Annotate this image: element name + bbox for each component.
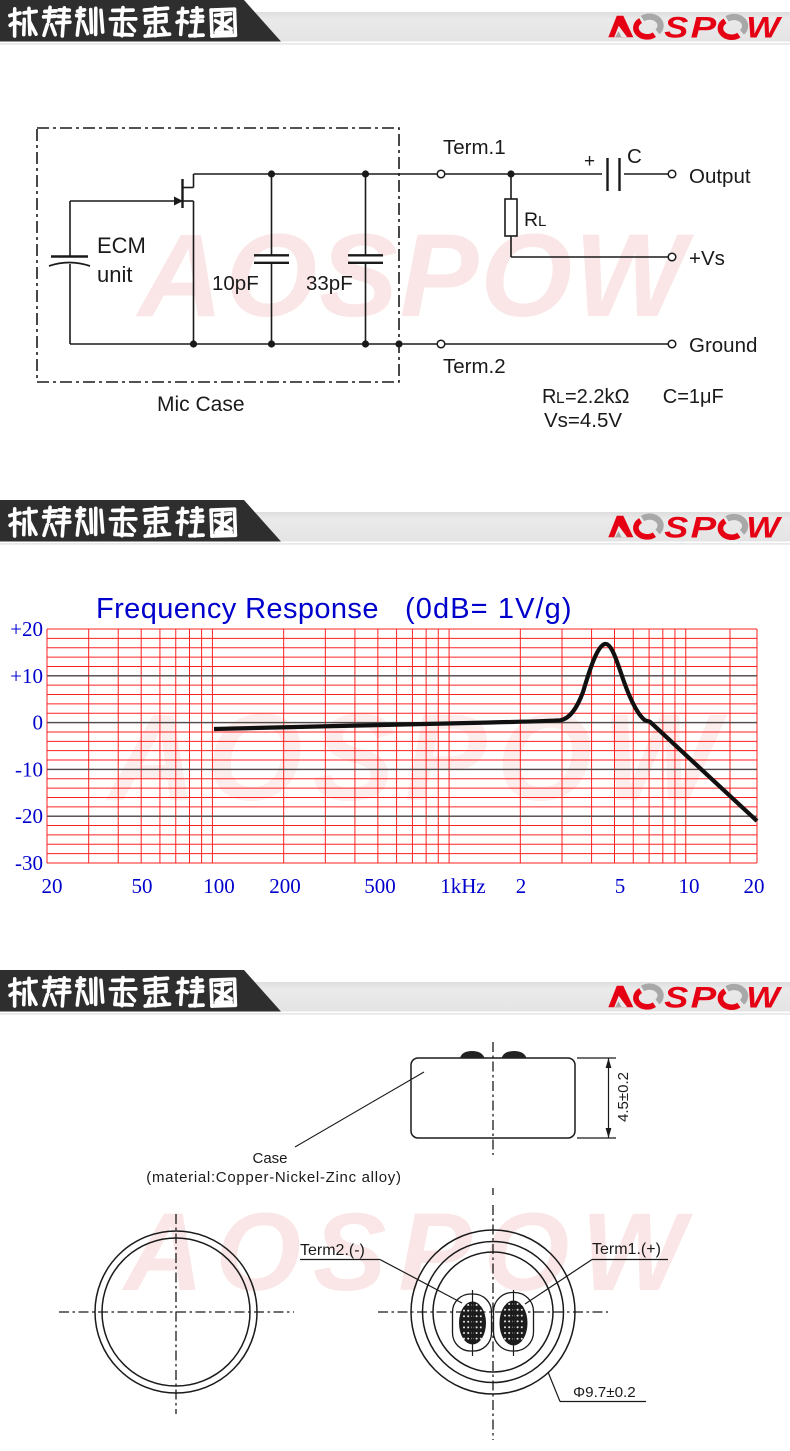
svg-text:W: W [746, 10, 783, 44]
svg-text:50: 50 [132, 874, 153, 898]
svg-text:W: W [746, 510, 783, 544]
svg-text:Vs=4.5V: Vs=4.5V [544, 409, 622, 432]
svg-text:0: 0 [33, 711, 44, 735]
svg-text:=2.2kΩ C=1μF: =2.2kΩ C=1μF [565, 386, 724, 408]
svg-text:20: 20 [744, 874, 765, 898]
svg-text:R: R [524, 209, 538, 231]
svg-text:AOSPOW: AOSPOW [121, 1191, 697, 1314]
svg-text:AOSPOW: AOSPOW [135, 210, 694, 342]
svg-text:C: C [627, 145, 642, 168]
svg-text:Mic Case: Mic Case [157, 393, 245, 416]
svg-text:Ground: Ground [689, 334, 757, 357]
svg-text:S: S [664, 511, 688, 544]
svg-text:200: 200 [269, 874, 301, 898]
svg-text:W: W [746, 980, 783, 1014]
svg-text:10pF: 10pF [212, 272, 259, 295]
svg-text:L: L [556, 390, 565, 407]
svg-text:Case: Case [252, 1150, 287, 1167]
svg-text:(0dB= 1V/g): (0dB= 1V/g) [405, 593, 573, 625]
svg-text:Φ9.7±0.2: Φ9.7±0.2 [573, 1384, 636, 1401]
svg-text:1kHz: 1kHz [440, 874, 486, 898]
svg-text:2: 2 [516, 874, 527, 898]
svg-text:R: R [542, 386, 556, 408]
svg-text:Term1.(+): Term1.(+) [592, 1241, 661, 1258]
svg-text:unit: unit [97, 262, 132, 287]
svg-text:+Vs: +Vs [689, 247, 725, 270]
svg-text:10: 10 [679, 874, 700, 898]
svg-text:-10: -10 [15, 757, 43, 781]
svg-text:Term.2: Term.2 [443, 355, 506, 378]
svg-text:Output: Output [689, 165, 751, 188]
svg-text:4.5±0.2: 4.5±0.2 [615, 1072, 632, 1122]
svg-text:ECM: ECM [97, 233, 146, 258]
svg-text:-20: -20 [15, 804, 43, 828]
svg-text:20: 20 [42, 874, 63, 898]
svg-text:Frequency Response: Frequency Response [96, 593, 379, 625]
svg-text:-30: -30 [15, 851, 43, 875]
svg-text:+: + [584, 151, 595, 172]
svg-text:P: P [691, 981, 718, 1014]
svg-text:+10: +10 [10, 664, 43, 688]
svg-text:100: 100 [203, 874, 235, 898]
svg-text:+20: +20 [10, 617, 43, 641]
svg-text:L: L [538, 213, 546, 230]
svg-text:500: 500 [364, 874, 396, 898]
svg-text:S: S [664, 11, 688, 44]
svg-text:33pF: 33pF [306, 272, 353, 295]
svg-text:P: P [691, 511, 718, 544]
svg-text:P: P [691, 11, 718, 44]
svg-text:S: S [664, 981, 688, 1014]
svg-text:Term.1: Term.1 [443, 136, 506, 159]
svg-text:(material:Copper-Nickel-Zinc a: (material:Copper-Nickel-Zinc alloy) [146, 1169, 401, 1186]
svg-text:5: 5 [615, 874, 626, 898]
svg-text:Term2.(-): Term2.(-) [300, 1242, 365, 1259]
